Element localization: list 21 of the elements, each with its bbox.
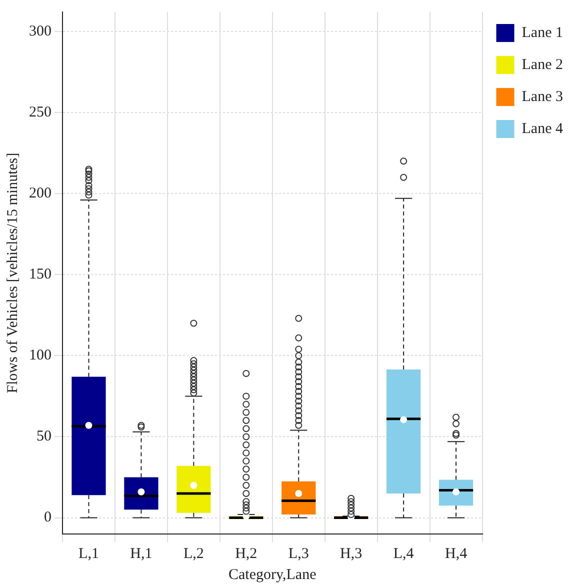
legend-label: Lane 1 [522,24,564,41]
y-tick-label: 250 [29,104,52,120]
x-tick-label: L,4 [393,546,414,562]
legend-label: Lane 3 [522,88,564,105]
y-tick-label: 0 [44,510,52,526]
y-tick-label: 100 [29,348,52,364]
x-tick-label: H,1 [130,546,152,562]
x-tick-label: L,2 [183,546,204,562]
y-tick-label: 200 [29,186,52,202]
y-axis-title: Flows of Vehicles [vehicles/15 minutes] [4,152,21,394]
x-tick-label: H,4 [444,546,468,562]
y-tick-label: 50 [36,428,52,445]
x-tick-label: L,3 [288,546,309,562]
y-tick-label: 300 [29,23,52,40]
legend-label: Lane 2 [522,56,564,73]
legend-label: Lane 4 [522,120,564,137]
y-tick-label: 150 [29,266,52,283]
x-tick-label: H,2 [235,546,258,562]
x-tick-label: L,1 [78,546,99,562]
x-axis-title: Category,Lane [228,566,317,583]
x-tick-label: H,3 [340,546,362,562]
